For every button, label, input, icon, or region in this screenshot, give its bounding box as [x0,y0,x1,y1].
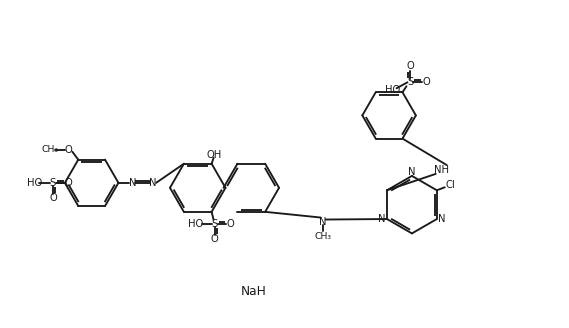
Text: O: O [49,193,57,203]
Text: S: S [212,219,218,229]
Text: O: O [406,61,414,72]
Text: CH₃: CH₃ [41,145,58,154]
Text: N: N [438,214,446,224]
Text: O: O [226,219,234,229]
Text: HO: HO [385,85,400,95]
Text: N: N [150,178,157,188]
Text: HO: HO [188,219,203,229]
Text: NH: NH [434,165,449,175]
Text: O: O [65,178,73,188]
Text: N: N [378,214,386,224]
Text: Cl: Cl [446,180,456,190]
Text: NaH: NaH [240,285,266,298]
Text: O: O [422,77,430,87]
Text: S: S [407,77,414,87]
Text: N: N [319,216,327,227]
Text: O: O [64,145,72,155]
Text: O: O [211,234,218,244]
Text: S: S [50,178,56,188]
Text: N: N [408,167,416,177]
Text: HO: HO [27,178,42,188]
Text: OH: OH [207,150,222,160]
Text: N: N [129,178,136,188]
Text: CH₃: CH₃ [314,232,331,241]
